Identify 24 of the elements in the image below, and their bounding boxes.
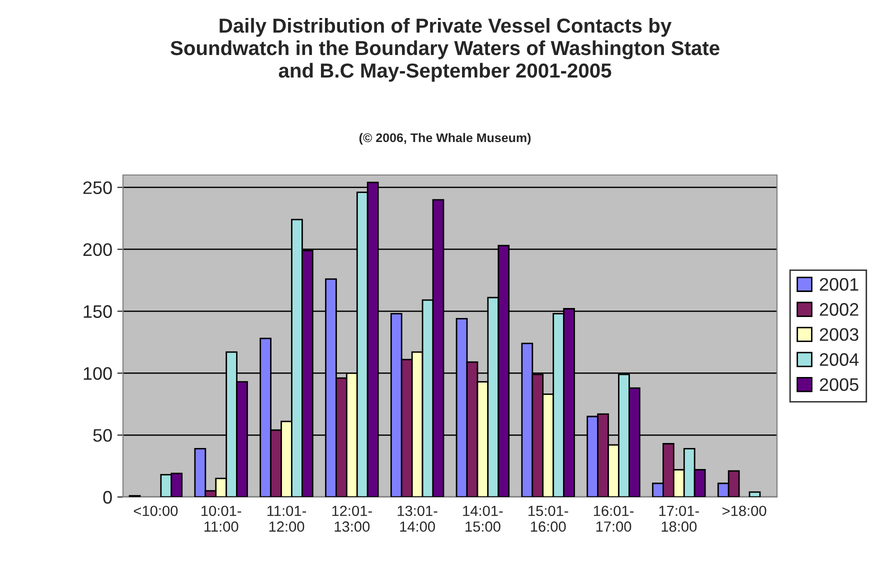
y-tick-label: 150 xyxy=(84,305,112,318)
chart-subtitle: (© 2006, The Whale Museum) xyxy=(359,133,531,145)
y-tick-label: 100 xyxy=(84,367,112,380)
y-tick-label: 200 xyxy=(83,243,112,256)
x-tick-label: 17:01- 18:00 xyxy=(659,506,699,532)
legend-label: 2003 xyxy=(820,328,858,341)
legend-label: 2002 xyxy=(820,303,858,316)
y-tick-label: 50 xyxy=(93,429,112,442)
legend-label: 2005 xyxy=(820,378,858,391)
legend-label: 2004 xyxy=(820,353,859,366)
bar xyxy=(748,491,761,497)
x-tick-label: >18:00 xyxy=(722,506,766,516)
x-tick-label: 11:01- 12:00 xyxy=(267,506,306,532)
x-tick-label: 14:01- 15:00 xyxy=(463,506,503,532)
x-tick-label: 16:01- 17:00 xyxy=(594,506,634,532)
y-tick-label: 0 xyxy=(103,490,112,504)
legend-label: 2001 xyxy=(820,278,858,291)
y-tick-label: 250 xyxy=(83,181,112,194)
x-tick-label: 13:01- 14:00 xyxy=(398,506,438,532)
x-tick-label: 12:01- 13:00 xyxy=(332,506,372,532)
chart-title: Daily Distribution of Private Vessel Contacts by Soundwatch in the Boundary Waters of Washington State and B.C May-September 2001-2005 xyxy=(170,18,720,82)
x-tick-label: 10:01- 11:00 xyxy=(202,506,242,532)
x-tick-label: 15:01- 16:00 xyxy=(528,506,568,532)
x-tick-label: <10:00 xyxy=(134,506,178,516)
